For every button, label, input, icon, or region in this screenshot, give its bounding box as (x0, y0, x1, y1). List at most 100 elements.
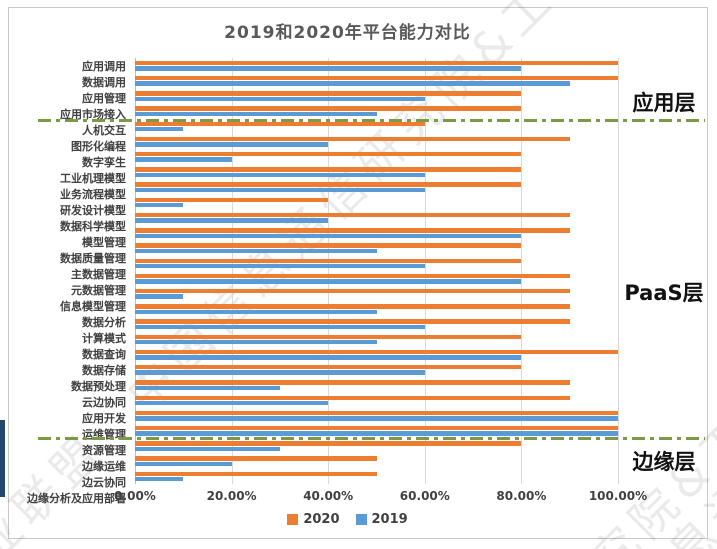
chart-title: 2019和2020年平台能力对比 (224, 23, 471, 43)
bar-2020 (135, 182, 522, 187)
category-label: 数据调用 (82, 76, 126, 89)
x-axis: 0.00% 20.00% 40.00% 60.00% 80.00% 100.00% (114, 489, 647, 505)
category-label: 应用开发 (82, 412, 126, 425)
bar-row (135, 256, 618, 271)
bar-2019 (135, 324, 425, 330)
gridline (424, 58, 426, 484)
category-label: 数据分析 (82, 316, 126, 329)
bar-2020 (135, 258, 522, 263)
bar-2019 (135, 340, 377, 345)
bar-2020 (135, 395, 570, 400)
chart-border (8, 7, 708, 539)
bar-row (135, 104, 618, 119)
bar-2019 (135, 96, 425, 101)
bar-2020 (135, 425, 618, 431)
bar-row (135, 210, 618, 225)
y-axis-line (135, 58, 136, 484)
bar-2019 (135, 187, 425, 193)
bar-2019 (135, 218, 329, 223)
bar-2020 (135, 349, 618, 355)
category-label: 计算模式 (82, 332, 126, 345)
category-label: 应用市场接入 (60, 108, 126, 121)
category-label: 应用管理 (82, 92, 126, 105)
bar-row (135, 241, 618, 256)
category-label: 数据存储 (82, 364, 126, 377)
bar-row (135, 469, 618, 484)
legend-label: 2020 (303, 512, 340, 527)
category-label: 信息模型管理 (60, 300, 126, 313)
layer-separator-line (38, 437, 705, 440)
category-label: 数据科学模型 (60, 220, 126, 233)
bar-2019 (135, 309, 377, 314)
legend-swatch (287, 514, 299, 525)
bar-2020 (135, 91, 522, 96)
x-tick-label: 0.00% (114, 489, 156, 503)
bar-2020 (135, 304, 570, 309)
category-label: 元数据管理 (71, 284, 126, 297)
bar-2020 (135, 273, 570, 279)
bar-2019 (135, 172, 425, 178)
bar-2019 (135, 446, 280, 451)
x-tick-label: 60.00% (399, 489, 450, 503)
bar-2020 (135, 212, 570, 218)
category-label: 边缘运维 (82, 460, 126, 473)
bar-row (135, 271, 618, 286)
category-label: 业务流程模型 (60, 188, 126, 201)
bar-row (135, 302, 618, 317)
bar-2019 (135, 279, 522, 284)
x-tick-label: 100.00% (588, 489, 648, 503)
category-label: 研发设计模型 (60, 204, 126, 217)
bar-row (135, 73, 618, 88)
category-label: 资源管理 (82, 444, 126, 457)
bar-2020 (135, 319, 570, 324)
category-label: 主数据管理 (71, 268, 126, 281)
bar-row (135, 393, 618, 408)
bar-2020 (135, 106, 522, 111)
category-label: 云边协同 (82, 396, 126, 409)
bar-row (135, 134, 618, 149)
category-label: 数据预处理 (71, 380, 126, 393)
bar-2019 (135, 370, 425, 375)
gridline (521, 58, 523, 484)
bar-row (135, 225, 618, 240)
bar-row (135, 180, 618, 195)
bar-2019 (135, 263, 425, 269)
bar-2019 (135, 461, 232, 467)
bar-2020 (135, 228, 570, 233)
bar-2020 (135, 243, 522, 248)
bar-2020 (135, 471, 377, 477)
bar-row (135, 378, 618, 393)
bar-2020 (135, 441, 522, 446)
bar-2019 (135, 81, 570, 86)
legend-label: 2019 (371, 512, 408, 527)
bar-2020 (135, 136, 570, 142)
bar-2020 (135, 75, 618, 81)
bar-row (135, 165, 618, 180)
legend-item-2019: 2019 (355, 512, 408, 527)
bar-rows (135, 58, 618, 484)
category-label: 应用调用 (82, 60, 126, 73)
category-label: 工业机理模型 (60, 172, 126, 185)
bar-2020 (135, 456, 377, 461)
category-axis: 应用调用 数据调用 应用管理 应用市场接入 人机交互 图形化编程 数字孪生 工业机理模型 业务流… (4, 58, 130, 505)
bar-2019 (135, 248, 377, 254)
bar-2019 (135, 477, 184, 482)
category-label: 图形化编程 (71, 140, 126, 153)
bar-2020 (135, 197, 329, 203)
legend-item-2020: 2020 (287, 512, 340, 527)
category-label: 人机交互 (82, 124, 126, 137)
bar-2020 (135, 380, 570, 385)
bar-2020 (135, 410, 618, 416)
layer-label-paas: PaaS层 (624, 281, 704, 305)
bar-row (135, 119, 618, 134)
bar-row (135, 438, 618, 453)
layer-separator-line (38, 119, 705, 122)
bar-2020 (135, 334, 522, 340)
plot-area (135, 58, 619, 484)
bar-row (135, 423, 618, 438)
category-label: 模型管理 (82, 236, 126, 249)
bar-2020 (135, 167, 522, 172)
bar-row (135, 286, 618, 301)
bar-2019 (135, 142, 329, 147)
